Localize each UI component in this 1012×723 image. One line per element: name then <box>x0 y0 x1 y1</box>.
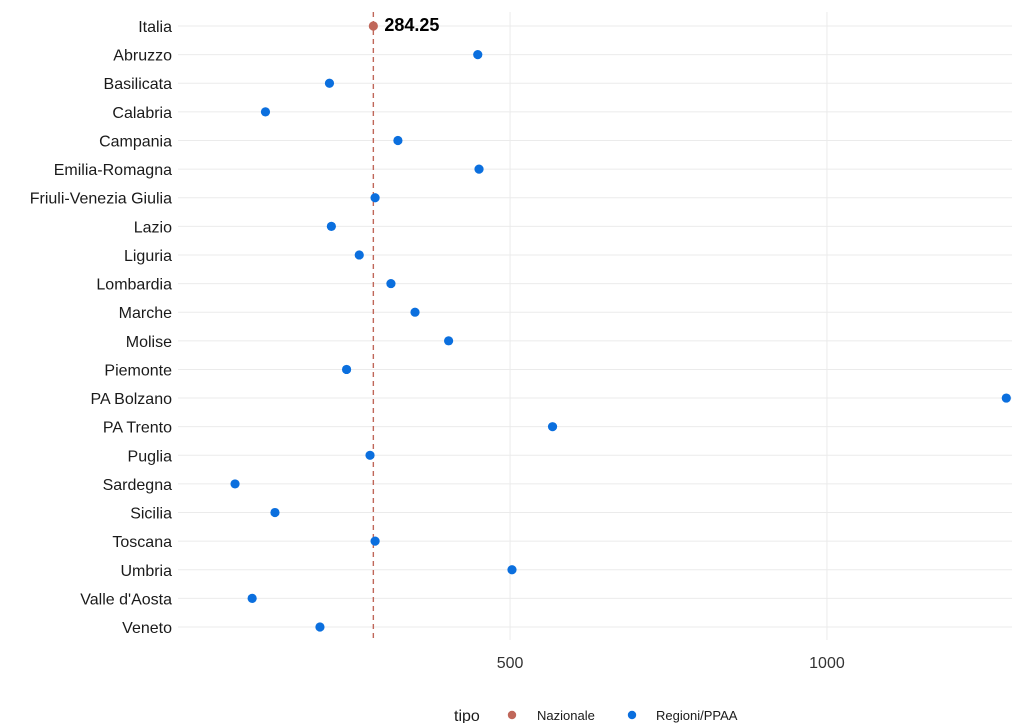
category-label: Valle d'Aosta <box>80 591 172 608</box>
category-label: Molise <box>126 334 172 351</box>
category-label: PA Trento <box>103 420 172 437</box>
category-label: Abruzzo <box>113 48 172 65</box>
data-point <box>444 336 454 346</box>
data-point <box>315 622 325 632</box>
x-tick-label: 500 <box>497 655 524 672</box>
grid-lines <box>178 12 1012 640</box>
category-label: Umbria <box>120 563 172 580</box>
category-label: PA Bolzano <box>90 391 172 408</box>
legend-marker-regioni <box>627 710 637 720</box>
national-value-annotation: 284.25 <box>384 15 439 35</box>
data-point <box>370 536 380 546</box>
category-label: Lazio <box>134 219 172 236</box>
data-points <box>230 21 1011 632</box>
category-label: Veneto <box>122 620 172 637</box>
category-label: Basilicata <box>104 76 173 93</box>
category-label: Liguria <box>124 248 172 265</box>
legend-title: tipo <box>454 708 480 723</box>
data-point <box>473 50 483 60</box>
category-label: Sardegna <box>103 477 172 494</box>
legend-label-nazionale: Nazionale <box>537 708 595 723</box>
data-point <box>324 78 335 88</box>
legend: tipo Nazionale Regioni/PPAA <box>454 708 738 723</box>
category-label: Friuli-Venezia Giulia <box>30 191 172 208</box>
category-labels: Italia Abruzzo Basilicata Calabria Campania E… <box>30 19 172 637</box>
category-label: Calabria <box>112 105 172 122</box>
data-point <box>370 193 380 203</box>
data-point <box>474 164 484 174</box>
category-label: Campania <box>99 133 172 150</box>
data-point <box>365 450 375 460</box>
data-point <box>230 479 240 489</box>
category-label: Toscana <box>112 534 172 551</box>
data-point <box>354 250 364 260</box>
data-point <box>368 21 378 31</box>
data-point <box>326 221 336 231</box>
category-label: Piemonte <box>104 362 172 379</box>
data-point <box>410 307 420 317</box>
category-label: Emilia-Romagna <box>54 162 172 179</box>
x-axis-ticks: 500 1000 <box>497 655 845 672</box>
category-label: Sicilia <box>130 506 172 523</box>
data-point <box>270 507 280 518</box>
category-label: Marche <box>119 305 172 322</box>
data-point <box>260 107 271 117</box>
category-label: Puglia <box>128 448 173 465</box>
data-point <box>393 135 403 146</box>
data-point <box>547 422 558 432</box>
data-point <box>507 565 517 575</box>
x-tick-label: 1000 <box>809 655 845 672</box>
data-point <box>247 593 257 604</box>
category-label: Lombardia <box>96 277 172 294</box>
data-point <box>386 278 396 289</box>
data-point <box>341 364 352 375</box>
legend-label-regioni: Regioni/PPAA <box>656 708 738 723</box>
legend-marker-nazionale <box>507 710 517 720</box>
category-label: Italia <box>138 19 172 36</box>
data-point <box>1001 393 1011 403</box>
